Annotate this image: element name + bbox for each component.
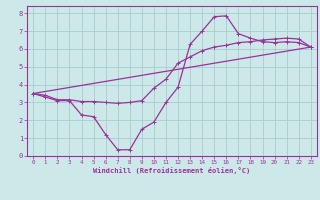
X-axis label: Windchill (Refroidissement éolien,°C): Windchill (Refroidissement éolien,°C) — [93, 167, 251, 174]
